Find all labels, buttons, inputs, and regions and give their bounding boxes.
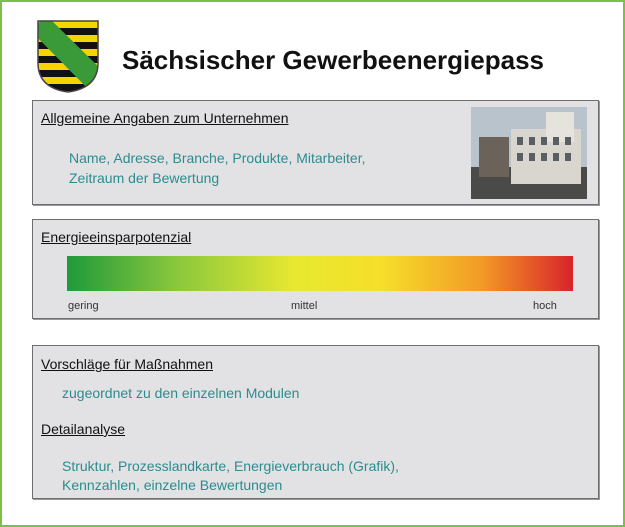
section-heading: Detailanalyse bbox=[41, 421, 125, 437]
scale-label: mittel bbox=[291, 300, 317, 312]
section-heading: Allgemeine Angaben zum Unternehmen bbox=[41, 110, 289, 126]
section-text: Name, Adresse, Branche, Produkte, Mitarb… bbox=[69, 148, 365, 168]
section-heading: Vorschläge für Maßnahmen bbox=[41, 356, 213, 372]
section-text: zugeordnet zu den einzelnen Modulen bbox=[62, 383, 299, 403]
savings-box: Energieeinsparpotenzial gering mittel ho… bbox=[32, 219, 599, 319]
company-photo bbox=[471, 107, 587, 199]
company-box: Allgemeine Angaben zum Unternehmen Name,… bbox=[32, 100, 599, 205]
scale-bar bbox=[67, 256, 573, 291]
title: Sächsischer Gewerbeenergiepass bbox=[122, 45, 544, 76]
section-text: Zeitraum der Bewertung bbox=[69, 168, 219, 188]
scale-label: hoch bbox=[533, 300, 557, 312]
measures-box: Vorschläge für Maßnahmen zugeordnet zu d… bbox=[32, 345, 599, 499]
section-heading: Energieeinsparpotenzial bbox=[41, 229, 191, 245]
coat-of-arms bbox=[35, 18, 101, 94]
scale-label: gering bbox=[68, 300, 99, 312]
section-text: Kennzahlen, einzelne Bewertungen bbox=[62, 475, 282, 495]
page: Sächsischer Gewerbeenergiepass Allgemein… bbox=[0, 0, 625, 527]
section-text: Struktur, Prozesslandkarte, Energieverbr… bbox=[62, 456, 399, 476]
